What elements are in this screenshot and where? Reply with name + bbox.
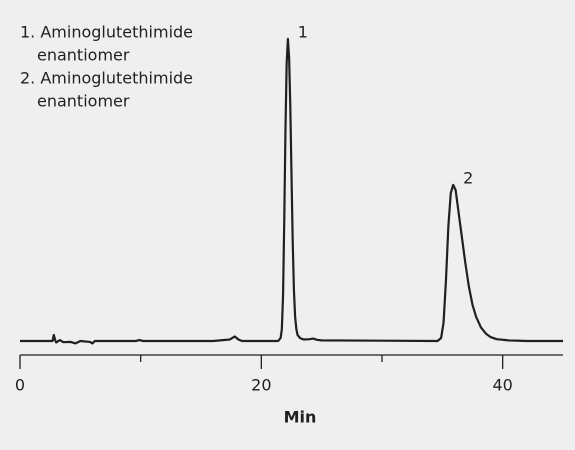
peak-name: enantiomer [37, 92, 130, 111]
x-axis-label: Min [284, 408, 317, 427]
peak-name: 1. Aminoglutethimide [20, 23, 193, 42]
x-tick-label: 20 [251, 376, 271, 395]
x-tick-label: 40 [492, 376, 512, 395]
trace [20, 37, 563, 345]
peak-name: 2. Aminoglutethimide [20, 69, 193, 88]
peak-annotation: 2 [463, 168, 473, 187]
peak-name: enantiomer [37, 46, 130, 65]
peak-annotation: 1 [298, 23, 308, 42]
x-tick-label: 0 [15, 376, 25, 395]
